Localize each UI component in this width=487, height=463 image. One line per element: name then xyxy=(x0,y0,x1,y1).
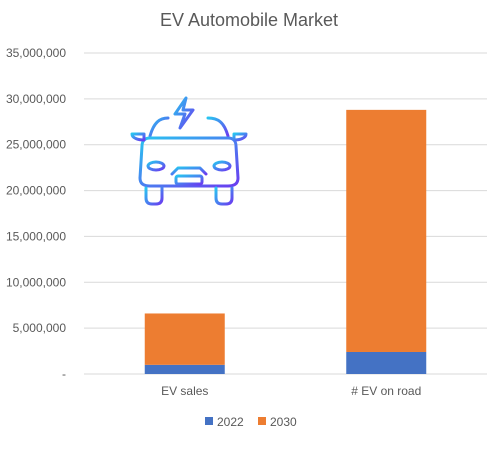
y-tick-label: 15,000,000 xyxy=(6,229,66,243)
chart-title: EV Automobile Market xyxy=(160,10,338,30)
y-tick-label: 25,000,000 xyxy=(6,138,66,152)
y-tick-label: - xyxy=(62,367,66,381)
bars xyxy=(144,109,427,374)
x-axis-categories: EV sales # EV on road xyxy=(161,384,421,398)
y-tick-label: 20,000,000 xyxy=(6,184,66,198)
y-tick-label: 30,000,000 xyxy=(6,92,66,106)
legend: 2022 2030 xyxy=(205,415,297,429)
legend-swatch-2030 xyxy=(258,417,266,425)
legend-swatch-2022 xyxy=(205,417,213,425)
legend-label-2030: 2030 xyxy=(270,415,297,429)
bar-2030-1 xyxy=(346,109,427,352)
gridlines xyxy=(84,52,487,375)
bar-2022-1 xyxy=(346,351,427,374)
category-label: # EV on road xyxy=(351,384,421,398)
y-tick-label: 5,000,000 xyxy=(13,321,67,335)
y-tick-label: 10,000,000 xyxy=(6,275,66,289)
y-tick-label: 35,000,000 xyxy=(6,46,66,60)
legend-label-2022: 2022 xyxy=(217,415,244,429)
electric-car-icon xyxy=(130,96,248,206)
category-label: EV sales xyxy=(161,384,208,398)
bar-2022-0 xyxy=(144,364,225,374)
bar-2030-0 xyxy=(144,313,225,365)
y-axis-ticks: - 5,000,000 10,000,000 15,000,000 20,000,000… xyxy=(6,46,66,381)
